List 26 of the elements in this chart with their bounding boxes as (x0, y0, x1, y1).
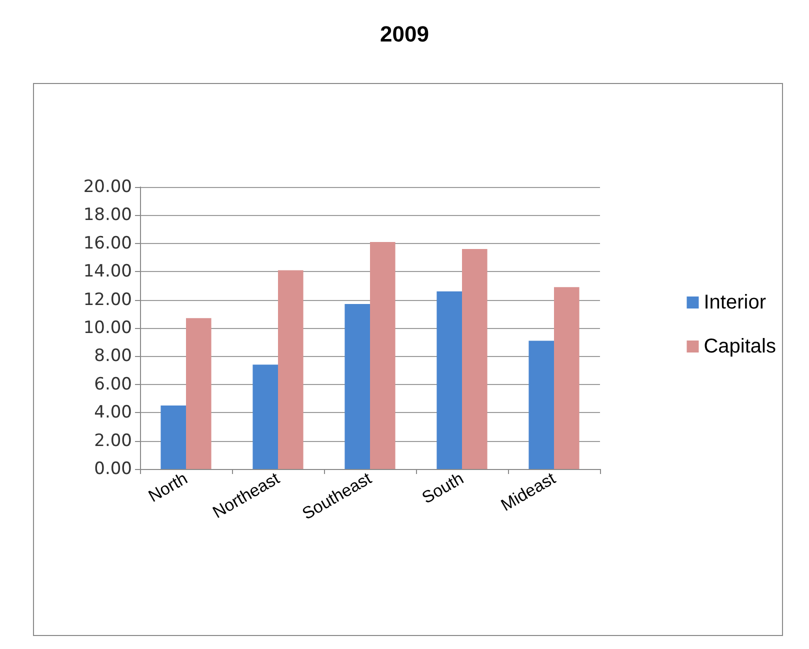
x-tick-label: North (145, 468, 191, 506)
bar (436, 291, 462, 469)
bar (160, 406, 186, 469)
y-tick-label: 18.00 (83, 205, 132, 226)
x-tick-label: South (418, 468, 467, 508)
bar (344, 304, 370, 469)
y-tick-label: 16.00 (83, 233, 132, 254)
chart-title: 2009 (380, 22, 429, 46)
y-tick-label: 10.00 (83, 318, 132, 338)
bar (278, 270, 304, 469)
bar (528, 340, 554, 469)
y-tick-label: 8.00 (94, 346, 132, 366)
y-tick-label: 2.00 (94, 430, 132, 451)
y-tick-label: 4.00 (94, 402, 132, 423)
y-tick-label: 12.00 (83, 290, 132, 310)
legend-label: Interior (704, 292, 766, 314)
bar (554, 287, 580, 469)
bar (370, 242, 396, 469)
bar (462, 249, 488, 469)
legend-label: Capitals (704, 336, 776, 358)
bar (252, 364, 278, 469)
bar (186, 318, 212, 469)
y-tick-label: 14.00 (83, 262, 132, 282)
y-tick-label: 0.00 (94, 459, 132, 479)
y-tick-label: 20.00 (83, 177, 132, 197)
y-tick-label: 6.00 (94, 374, 132, 394)
